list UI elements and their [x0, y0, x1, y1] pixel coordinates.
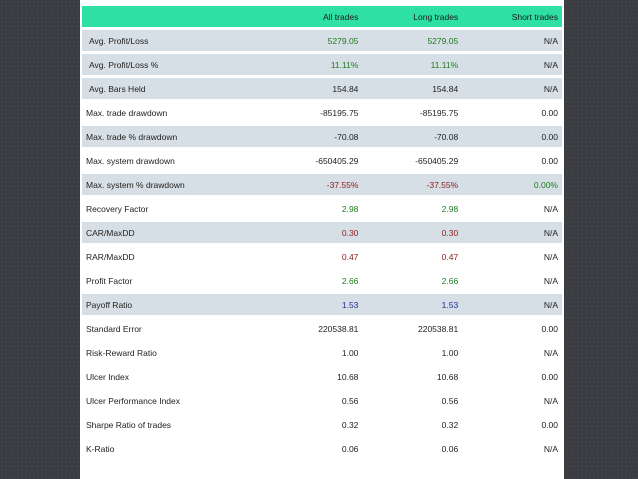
table-row: Profit Factor 2.66 2.66 N/A	[82, 270, 562, 291]
short-trades-cell: N/A	[543, 395, 558, 406]
all-trades-cell: 1.53	[262, 294, 363, 315]
short-trades-cell: N/A	[462, 54, 562, 75]
long-trades-cell: 11.11%	[362, 54, 463, 75]
row-label: Ulcer Performance Index	[86, 395, 181, 406]
all-trades-cell: -85195.75	[320, 107, 359, 118]
all-trades-cell: 154.84	[262, 78, 363, 99]
row-label: Payoff Ratio	[82, 294, 263, 315]
row-label: CAR/MaxDD	[82, 222, 263, 243]
row-label: Avg. Profit/Loss	[82, 30, 263, 51]
short-trades-cell: N/A	[543, 275, 558, 286]
row-label: RAR/MaxDD	[86, 251, 135, 262]
header-all-trades: All trades	[262, 6, 363, 27]
header-corner	[82, 6, 263, 27]
long-trades-cell: -650405.29	[415, 155, 459, 166]
table-row: Max. system % drawdown -37.55% -37.55% 0.00…	[82, 174, 562, 195]
table-row: Max. system drawdown -650405.29 -650405.29…	[82, 150, 562, 171]
row-label: Avg. Bars Held	[82, 78, 263, 99]
all-trades-cell: 0.56	[341, 395, 359, 406]
table-row: Payoff Ratio 1.53 1.53 N/A	[82, 294, 562, 315]
long-trades-cell: 0.30	[362, 222, 463, 243]
all-trades-cell: -650405.29	[315, 155, 359, 166]
long-trades-cell: 0.47	[441, 251, 459, 262]
short-trades-cell: N/A	[462, 30, 562, 51]
table-row: Ulcer Index 10.68 10.68 0.00	[82, 366, 562, 387]
header-long-trades: Long trades	[362, 6, 463, 27]
long-trades-cell: 1.00	[441, 347, 459, 358]
table-row: Ulcer Performance Index 0.56 0.56 N/A	[82, 390, 562, 411]
header-short-trades: Short trades	[462, 6, 562, 27]
short-trades-cell: 0.00	[462, 126, 562, 147]
all-trades-cell: 0.32	[341, 419, 359, 430]
table-row: Recovery Factor 2.98 2.98 N/A	[82, 198, 562, 219]
table-row: Max. trade % drawdown -70.08 -70.08 0.00	[82, 126, 562, 147]
row-label: Max. system % drawdown	[82, 174, 263, 195]
table-row: Avg. Profit/Loss % 11.11% 11.11% N/A	[82, 54, 562, 75]
row-label: Profit Factor	[86, 275, 133, 286]
long-trades-cell: 5279.05	[362, 30, 463, 51]
all-trades-cell: -37.55%	[262, 174, 363, 195]
all-trades-cell: 11.11%	[262, 54, 363, 75]
table-row: Max. trade drawdown -85195.75 -85195.75 0.0…	[82, 102, 562, 123]
row-label: Max. trade % drawdown	[82, 126, 263, 147]
all-trades-cell: 10.68	[337, 371, 359, 382]
table-body: Avg. Profit/Loss 5279.05 5279.05 N/A Avg. Pr…	[82, 30, 562, 459]
all-trades-cell: 0.47	[341, 251, 359, 262]
short-trades-cell: 0.00	[541, 323, 558, 334]
short-trades-cell: 0.00	[541, 371, 558, 382]
short-trades-cell: 0.00%	[462, 174, 562, 195]
long-trades-cell: 1.53	[362, 294, 463, 315]
all-trades-cell: -70.08	[262, 126, 363, 147]
all-trades-cell: 2.66	[341, 275, 359, 286]
table-row: Avg. Bars Held 154.84 154.84 N/A	[82, 78, 562, 99]
short-trades-cell: N/A	[462, 294, 562, 315]
row-label: Risk-Reward Ratio	[86, 347, 157, 358]
table-row: RAR/MaxDD 0.47 0.47 N/A	[82, 246, 562, 267]
long-trades-cell: 10.68	[436, 371, 459, 382]
row-label: Avg. Profit/Loss %	[82, 54, 263, 75]
long-trades-cell: 154.84	[362, 78, 463, 99]
short-trades-cell: 0.00	[541, 107, 558, 118]
short-trades-cell: 0.00	[541, 155, 558, 166]
long-trades-cell: -85195.75	[419, 107, 459, 118]
row-label: K-Ratio	[86, 443, 115, 454]
all-trades-cell: 0.06	[341, 443, 359, 454]
slide-canvas: All trades Long trades Short trades Avg.…	[80, 0, 564, 479]
row-label: Ulcer Index	[86, 371, 129, 382]
row-label: Sharpe Ratio of trades	[86, 419, 172, 430]
table-header-row: All trades Long trades Short trades	[82, 6, 562, 27]
long-trades-cell: 2.66	[441, 275, 459, 286]
table-row: CAR/MaxDD 0.30 0.30 N/A	[82, 222, 562, 243]
long-trades-cell: 220538.81	[418, 323, 459, 334]
row-label: Max. system drawdown	[86, 155, 175, 166]
table-row: Risk-Reward Ratio 1.00 1.00 N/A	[82, 342, 562, 363]
long-trades-cell: 2.98	[441, 203, 459, 214]
all-trades-cell: 2.98	[341, 203, 359, 214]
short-trades-cell: N/A	[543, 347, 558, 358]
table-row: K-Ratio 0.06 0.06 N/A	[82, 438, 562, 459]
long-trades-cell: 0.32	[441, 419, 459, 430]
long-trades-cell: 0.06	[441, 443, 459, 454]
table-row: Sharpe Ratio of trades 0.32 0.32 0.00	[82, 414, 562, 435]
long-trades-cell: -37.55%	[362, 174, 463, 195]
short-trades-cell: N/A	[543, 203, 558, 214]
short-trades-cell: N/A	[462, 78, 562, 99]
all-trades-cell: 0.30	[262, 222, 363, 243]
short-trades-cell: N/A	[543, 443, 558, 454]
row-label: Max. trade drawdown	[86, 107, 168, 118]
short-trades-cell: 0.00	[541, 419, 558, 430]
short-trades-cell: N/A	[543, 251, 558, 262]
long-trades-cell: -70.08	[362, 126, 463, 147]
all-trades-cell: 5279.05	[262, 30, 363, 51]
all-trades-cell: 1.00	[341, 347, 359, 358]
table-row: Standard Error 220538.81 220538.81 0.00	[82, 318, 562, 339]
short-trades-cell: N/A	[462, 222, 562, 243]
table-row: Avg. Profit/Loss 5279.05 5279.05 N/A	[82, 30, 562, 51]
statistics-table: All trades Long trades Short trades Avg.…	[82, 3, 562, 462]
all-trades-cell: 220538.81	[318, 323, 359, 334]
long-trades-cell: 0.56	[441, 395, 459, 406]
row-label: Standard Error	[86, 323, 142, 334]
row-label: Recovery Factor	[86, 203, 149, 214]
